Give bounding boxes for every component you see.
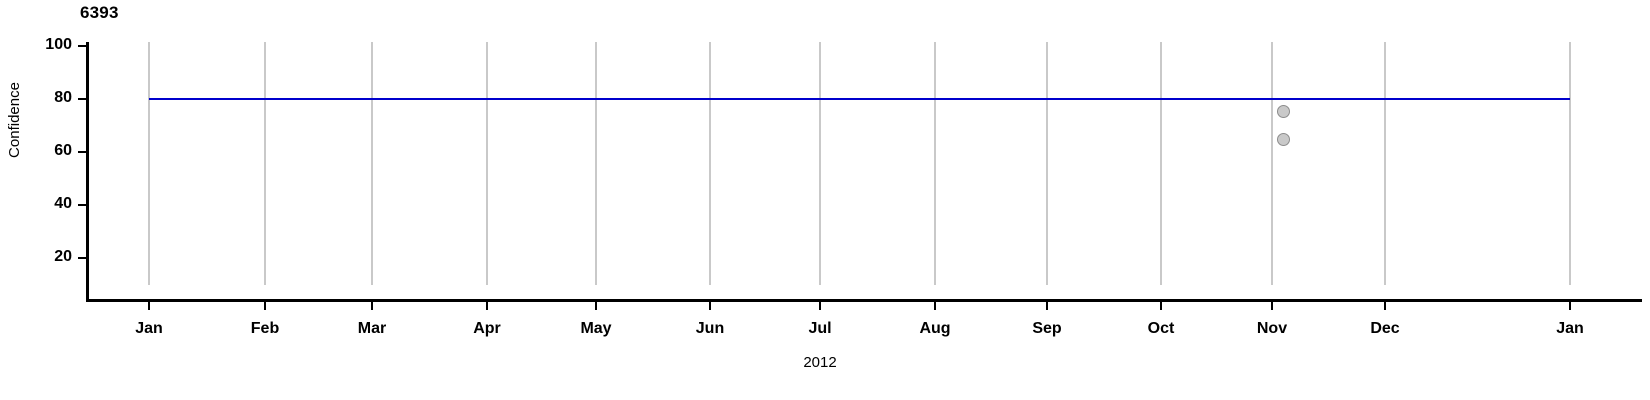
gridline-jan-12 — [1569, 42, 1571, 285]
x-tick-mark-0 — [148, 301, 150, 310]
gridline-may-4 — [595, 42, 597, 285]
y-tick-label-20: 20 — [54, 248, 72, 265]
x-tick-label-aug-7: Aug — [919, 320, 951, 337]
data-point[interactable] — [1276, 132, 1290, 146]
gridline-jun-5 — [709, 42, 711, 285]
x-tick-mark-12 — [1569, 301, 1571, 310]
gridline-apr-3 — [486, 42, 488, 285]
y-tick-mark-20 — [78, 257, 87, 259]
gridline-sep-8 — [1046, 42, 1048, 285]
x-tick-label-jan-12: Jan — [1556, 320, 1584, 337]
x-tick-label-jul-6: Jul — [808, 320, 832, 337]
y-tick-mark-40 — [78, 204, 87, 206]
y-tick-label-80: 80 — [54, 89, 72, 106]
x-tick-label-feb-1: Feb — [250, 320, 280, 337]
y-tick-label-40: 40 — [54, 195, 72, 212]
x-tick-label-nov-10: Nov — [1256, 320, 1288, 337]
x-tick-label-jun-5: Jun — [695, 320, 725, 337]
x-tick-label-mar-2: Mar — [357, 320, 387, 337]
x-tick-label-jan-0: Jan — [135, 320, 163, 337]
x-tick-mark-2 — [371, 301, 373, 310]
y-tick-mark-80 — [78, 98, 87, 100]
gridline-oct-9 — [1160, 42, 1162, 285]
y-tick-label-60: 60 — [54, 142, 72, 159]
gridline-nov-10 — [1271, 42, 1273, 285]
gridline-feb-1 — [264, 42, 266, 285]
x-tick-mark-1 — [264, 301, 266, 310]
x-tick-mark-11 — [1384, 301, 1386, 310]
x-tick-label-sep-8: Sep — [1032, 320, 1062, 337]
gridline-mar-2 — [371, 42, 373, 285]
x-tick-mark-5 — [709, 301, 711, 310]
x-tick-mark-8 — [1046, 301, 1048, 310]
x-tick-mark-6 — [819, 301, 821, 310]
x-tick-label-may-4: May — [580, 320, 612, 337]
chart-title: 6393 — [80, 3, 119, 22]
x-tick-label-apr-3: Apr — [473, 320, 501, 337]
threshold-line — [149, 98, 1570, 100]
x-tick-mark-10 — [1271, 301, 1273, 310]
x-tick-mark-9 — [1160, 301, 1162, 310]
data-point[interactable] — [1276, 104, 1290, 118]
y-tick-mark-60 — [78, 151, 87, 153]
y-tick-label-100: 100 — [45, 36, 72, 53]
y-tick-mark-100 — [78, 45, 87, 47]
x-tick-label-dec-11: Dec — [1370, 320, 1400, 337]
x-tick-mark-7 — [934, 301, 936, 310]
gridline-aug-7 — [934, 42, 936, 285]
y-axis-line — [86, 42, 89, 301]
x-tick-label-oct-9: Oct — [1147, 320, 1175, 337]
x-tick-mark-4 — [595, 301, 597, 310]
gridline-dec-11 — [1384, 42, 1386, 285]
x-tick-mark-3 — [486, 301, 488, 310]
x-axis-line — [86, 299, 1642, 302]
gridline-jan-0 — [148, 42, 150, 285]
gridline-jul-6 — [819, 42, 821, 285]
x-axis-title: 2012 — [803, 354, 837, 371]
